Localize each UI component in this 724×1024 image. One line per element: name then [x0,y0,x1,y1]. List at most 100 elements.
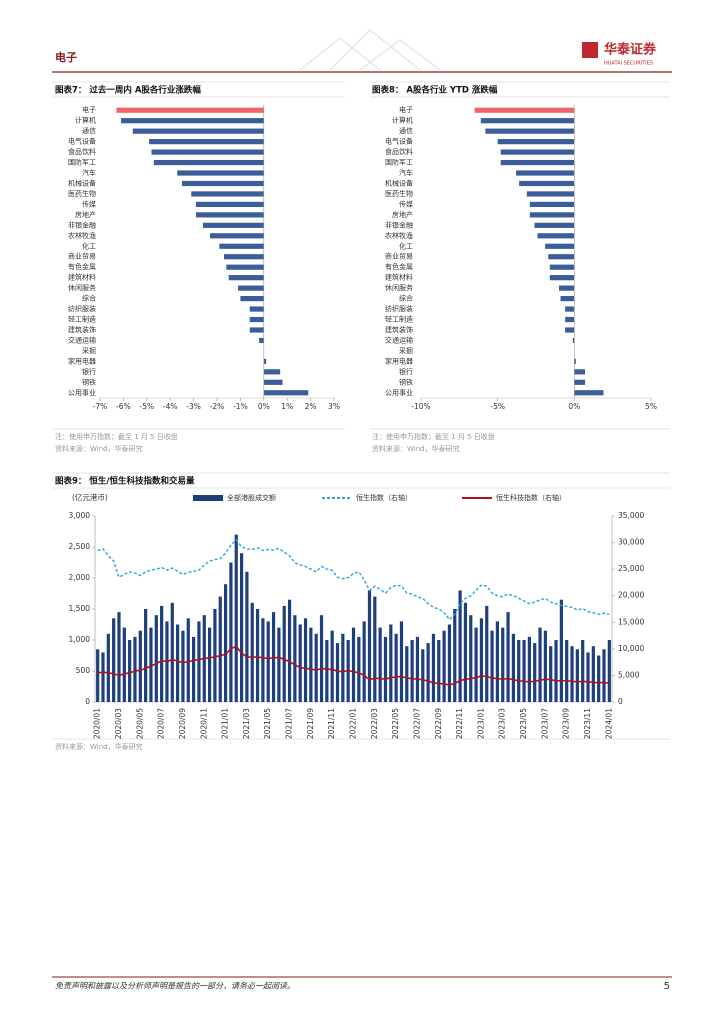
disclaimer: 免责声明和披露以及分析师声明是报告的一部分，请务必一起阅读。 [55,982,295,991]
bar [229,562,233,702]
bar [519,180,575,187]
bar [410,640,414,702]
y-tick-label: 1,000 [69,635,91,644]
bar [474,627,478,702]
y-tick-label: 1,500 [69,604,91,613]
bar [176,624,180,702]
bar [325,640,329,702]
chart-source: 资料来源：Wind，华泰研究 [55,444,143,453]
bar [549,646,553,702]
bar [116,107,264,113]
category-label: 采掘 [82,346,96,355]
bar [559,285,575,291]
bar [351,627,356,702]
legend-label: 恒生指数（右轴） [356,493,412,502]
bar [263,379,283,385]
bar [421,649,425,702]
x-tick-label: 2022/05 [391,708,400,739]
bar [572,337,575,344]
header-graphic [299,29,441,71]
x-tick-label: -2% [210,402,225,411]
bar [543,630,547,702]
category-label: 农林牧渔 [68,231,96,240]
y2-tick-label: 15,000 [618,617,644,626]
bar [367,590,372,702]
legend-label: 全部港股成交额 [227,493,276,502]
bar [570,646,574,702]
x-tick-label: 3% [328,402,340,411]
category-label: 建筑材料 [385,273,413,282]
bar [526,191,575,197]
y-tick-label: 0 [85,697,90,706]
bar [485,605,489,702]
bar [517,640,521,702]
x-tick-label: 2023/03 [498,708,507,739]
y2-tick-label: 20,000 [618,591,644,600]
bar [581,640,585,702]
bar [565,306,575,312]
x-tick-label: 5% [645,402,657,411]
chart-source: 资料来源：Wind，华泰研究 [372,444,460,453]
bar [560,295,575,302]
bar [479,618,484,702]
bar [565,640,569,702]
y-tick-label: 2,500 [69,542,91,551]
bar [545,243,575,249]
bar [309,627,313,702]
category-label: 电气设备 [385,137,413,146]
bar [219,243,264,249]
category-label: 纺织服装 [385,304,413,313]
bar [277,627,281,702]
category-label: 计算机 [75,116,96,125]
bar [245,571,249,702]
bar [154,615,158,702]
bar [261,618,265,702]
bar [213,609,217,702]
category-label: 建筑装饰 [68,325,96,334]
bar [357,636,361,702]
category-label: 机械设备 [68,178,96,187]
x-tick-label: 2021/01 [221,708,230,739]
bar [181,180,264,187]
bar [255,609,260,702]
bar [437,640,441,702]
bar [170,602,174,702]
legend-label: 恒生科技指数（右轴） [496,493,566,502]
category-label: 有色金属 [68,262,96,271]
line-series [97,538,610,621]
x-tick-label: 2022/01 [349,708,358,739]
category-label: 汽车 [399,168,413,177]
logo-icon [582,42,598,58]
category-label: 食品饮料 [385,147,413,156]
category-label: 休闲服务 [385,283,413,292]
bar [138,630,142,702]
page-number: 5 [664,981,670,992]
category-label: 公用事业 [68,388,96,397]
x-tick-label: 2020/03 [114,708,123,739]
category-label: 商业贸易 [68,252,96,261]
bar [565,327,575,333]
bar [128,640,132,702]
bar [112,618,116,702]
x-tick-label: 2023/05 [519,708,528,739]
bar [559,599,563,702]
bar [534,222,575,228]
bar [238,285,264,291]
bar [463,602,468,702]
x-tick-label: -7% [93,402,108,411]
bar [447,624,452,702]
category-label: 轻工制造 [68,315,96,324]
bar [207,627,212,702]
bar [453,609,457,702]
bar [341,633,345,702]
bar [153,159,264,166]
bar [330,630,334,702]
bar [202,222,264,228]
category-label: 商业贸易 [385,252,413,261]
x-tick-label: 0% [258,402,270,411]
bar [218,596,222,702]
x-tick-label: 2% [305,402,317,411]
bar [394,633,398,702]
x-tick-label: -10% [411,402,430,411]
